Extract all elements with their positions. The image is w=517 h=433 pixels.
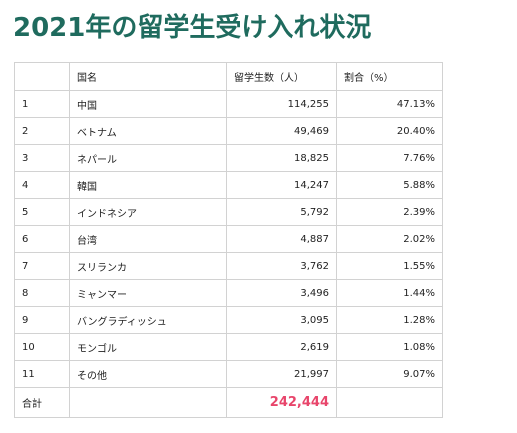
table-row: 5 インドネシア 5,792 2.39%	[14, 198, 443, 226]
student-stats-table: 国名 留学生数（人） 割合（%） 1 中国 114,255 47.13% 2 ベ…	[14, 62, 443, 418]
country-cell: スリランカ	[69, 252, 227, 280]
student-count-cell: 21,997	[226, 360, 337, 388]
rank-cell: 5	[14, 198, 70, 226]
student-count-cell: 3,496	[226, 279, 337, 307]
table-row: 4 韓国 14,247 5.88%	[14, 171, 443, 199]
student-count-cell: 114,255	[226, 90, 337, 118]
country-cell: バングラディッシュ	[69, 306, 227, 334]
table-row: 8 ミャンマー 3,496 1.44%	[14, 279, 443, 307]
country-cell: 韓国	[69, 171, 227, 199]
country-cell: ベトナム	[69, 117, 227, 145]
rank-cell: 10	[14, 333, 70, 361]
student-count-cell: 5,792	[226, 198, 337, 226]
student-count-cell: 14,247	[226, 171, 337, 199]
rank-cell: 2	[14, 117, 70, 145]
total-student-count: 242,444	[226, 387, 337, 418]
share-cell: 1.08%	[336, 333, 443, 361]
table-row: 3 ネパール 18,825 7.76%	[14, 144, 443, 172]
rank-cell: 4	[14, 171, 70, 199]
student-count-cell: 18,825	[226, 144, 337, 172]
share-cell: 2.39%	[336, 198, 443, 226]
table-row: 2 ベトナム 49,469 20.40%	[14, 117, 443, 145]
student-count-cell: 2,619	[226, 333, 337, 361]
share-cell: 1.28%	[336, 306, 443, 334]
student-count-cell: 3,095	[226, 306, 337, 334]
table-row: 7 スリランカ 3,762 1.55%	[14, 252, 443, 280]
table-row: 10 モンゴル 2,619 1.08%	[14, 333, 443, 361]
rank-cell: 1	[14, 90, 70, 118]
header-share: 割合（%）	[336, 62, 443, 91]
country-cell: ネパール	[69, 144, 227, 172]
header-country: 国名	[69, 62, 227, 91]
share-cell: 20.40%	[336, 117, 443, 145]
table-header-row: 国名 留学生数（人） 割合（%）	[14, 62, 443, 91]
share-cell: 1.44%	[336, 279, 443, 307]
country-cell: その他	[69, 360, 227, 388]
country-cell: インドネシア	[69, 198, 227, 226]
rank-cell: 3	[14, 144, 70, 172]
rank-cell: 6	[14, 225, 70, 253]
rank-cell: 7	[14, 252, 70, 280]
country-cell: ミャンマー	[69, 279, 227, 307]
country-cell: モンゴル	[69, 333, 227, 361]
header-rank	[14, 62, 70, 91]
page-title: 2021年の留学生受け入れ状況	[13, 13, 372, 43]
rank-cell: 9	[14, 306, 70, 334]
share-cell: 9.07%	[336, 360, 443, 388]
rank-cell: 11	[14, 360, 70, 388]
total-share-cell	[336, 387, 443, 418]
student-count-cell: 49,469	[226, 117, 337, 145]
country-cell: 中国	[69, 90, 227, 118]
country-cell: 台湾	[69, 225, 227, 253]
share-cell: 2.02%	[336, 225, 443, 253]
rank-cell: 8	[14, 279, 70, 307]
header-student-count: 留学生数（人）	[226, 62, 337, 91]
table-row: 9 バングラディッシュ 3,095 1.28%	[14, 306, 443, 334]
total-label: 合計	[14, 387, 70, 418]
table-row: 1 中国 114,255 47.13%	[14, 90, 443, 118]
student-count-cell: 3,762	[226, 252, 337, 280]
total-row: 合計 242,444	[14, 387, 443, 418]
total-country-cell	[69, 387, 227, 418]
share-cell: 7.76%	[336, 144, 443, 172]
share-cell: 5.88%	[336, 171, 443, 199]
student-count-cell: 4,887	[226, 225, 337, 253]
table-row: 6 台湾 4,887 2.02%	[14, 225, 443, 253]
table-row: 11 その他 21,997 9.07%	[14, 360, 443, 388]
share-cell: 47.13%	[336, 90, 443, 118]
share-cell: 1.55%	[336, 252, 443, 280]
